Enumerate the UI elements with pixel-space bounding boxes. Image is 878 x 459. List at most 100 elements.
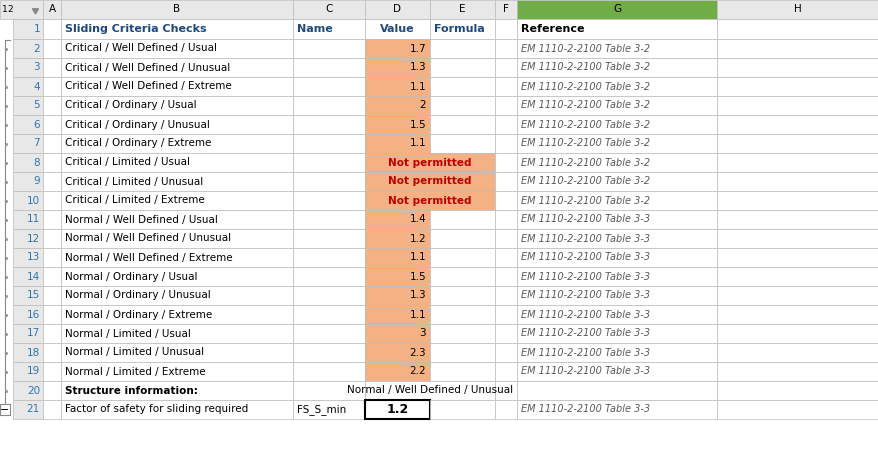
Bar: [494, 248, 516, 267]
Bar: [292, 362, 364, 381]
Bar: [364, 172, 494, 191]
Text: Normal / Limited / Extreme: Normal / Limited / Extreme: [65, 366, 205, 376]
Bar: [61, 172, 292, 191]
Bar: [292, 19, 364, 39]
Bar: [429, 362, 494, 381]
Text: Normal / Ordinary / Extreme: Normal / Ordinary / Extreme: [65, 309, 212, 319]
Text: 13: 13: [26, 252, 40, 263]
Bar: [292, 115, 364, 134]
Text: Critical / Limited / Usual: Critical / Limited / Usual: [65, 157, 190, 168]
Text: EM 1110-2-2100 Table 3-2: EM 1110-2-2100 Table 3-2: [521, 157, 650, 168]
Bar: [716, 210, 878, 229]
Text: 3: 3: [33, 62, 40, 73]
Bar: [716, 305, 878, 324]
Bar: [13, 153, 43, 172]
Bar: [364, 96, 429, 115]
Bar: [494, 343, 516, 362]
Bar: [364, 267, 429, 286]
Bar: [516, 115, 716, 134]
Text: Critical / Ordinary / Usual: Critical / Ordinary / Usual: [65, 101, 197, 111]
Text: EM 1110-2-2100 Table 3-3: EM 1110-2-2100 Table 3-3: [521, 291, 650, 301]
Bar: [716, 381, 878, 400]
Text: 1.7: 1.7: [409, 44, 426, 54]
Text: EM 1110-2-2100 Table 3-2: EM 1110-2-2100 Table 3-2: [521, 62, 650, 73]
Bar: [516, 172, 716, 191]
Bar: [364, 248, 429, 267]
Bar: [494, 362, 516, 381]
Bar: [13, 305, 43, 324]
Bar: [13, 343, 43, 362]
Bar: [429, 96, 494, 115]
Bar: [43, 362, 61, 381]
Bar: [61, 96, 292, 115]
Text: 1.1: 1.1: [409, 139, 426, 149]
Text: EM 1110-2-2100 Table 3-3: EM 1110-2-2100 Table 3-3: [521, 347, 650, 358]
Bar: [516, 191, 716, 210]
Bar: [716, 58, 878, 77]
Bar: [61, 153, 292, 172]
Bar: [364, 191, 494, 210]
Text: 21: 21: [26, 404, 40, 414]
Bar: [13, 248, 43, 267]
Text: 1.5: 1.5: [409, 272, 426, 281]
Bar: [494, 229, 516, 248]
Bar: [43, 381, 61, 400]
Text: EM 1110-2-2100 Table 3-2: EM 1110-2-2100 Table 3-2: [521, 82, 650, 91]
Text: Normal / Limited / Usual: Normal / Limited / Usual: [65, 329, 191, 338]
Bar: [494, 153, 516, 172]
Bar: [43, 77, 61, 96]
Bar: [429, 305, 494, 324]
Bar: [292, 0, 364, 19]
Text: Normal / Well Defined / Extreme: Normal / Well Defined / Extreme: [65, 252, 233, 263]
Bar: [292, 248, 364, 267]
Bar: [364, 77, 429, 96]
Text: EM 1110-2-2100 Table 3-3: EM 1110-2-2100 Table 3-3: [521, 404, 650, 414]
Bar: [61, 362, 292, 381]
Bar: [429, 115, 494, 134]
Text: 2: 2: [419, 101, 426, 111]
Bar: [43, 134, 61, 153]
Bar: [13, 58, 43, 77]
Bar: [364, 39, 429, 58]
Text: 2: 2: [7, 5, 12, 14]
Text: B: B: [173, 5, 180, 15]
Bar: [716, 19, 878, 39]
Bar: [494, 172, 516, 191]
Bar: [716, 248, 878, 267]
Text: 12: 12: [26, 234, 40, 244]
Bar: [516, 77, 716, 96]
Bar: [364, 58, 429, 77]
Bar: [292, 134, 364, 153]
Text: Name: Name: [297, 24, 333, 34]
Bar: [516, 381, 716, 400]
Bar: [364, 400, 429, 419]
Bar: [61, 229, 292, 248]
Bar: [292, 153, 364, 172]
Bar: [364, 286, 429, 305]
Bar: [494, 324, 516, 343]
Text: 1.1: 1.1: [409, 252, 426, 263]
Text: EM 1110-2-2100 Table 3-3: EM 1110-2-2100 Table 3-3: [521, 309, 650, 319]
Text: 5: 5: [33, 101, 40, 111]
Bar: [429, 19, 494, 39]
Text: EM 1110-2-2100 Table 3-3: EM 1110-2-2100 Table 3-3: [521, 366, 650, 376]
Text: F: F: [502, 5, 508, 15]
Text: 1.5: 1.5: [409, 119, 426, 129]
Text: 15: 15: [26, 291, 40, 301]
Bar: [494, 58, 516, 77]
Text: G: G: [612, 5, 621, 15]
Text: EM 1110-2-2100 Table 3-2: EM 1110-2-2100 Table 3-2: [521, 139, 650, 149]
Bar: [364, 229, 429, 248]
Text: 2.2: 2.2: [409, 366, 426, 376]
Bar: [13, 39, 43, 58]
Bar: [364, 343, 429, 362]
Text: 1.2: 1.2: [409, 234, 426, 244]
Bar: [0, 404, 11, 415]
Text: E: E: [458, 5, 465, 15]
Text: FS_S_min: FS_S_min: [297, 404, 346, 415]
Bar: [43, 305, 61, 324]
Text: Critical / Well Defined / Extreme: Critical / Well Defined / Extreme: [65, 82, 232, 91]
Text: H: H: [793, 5, 801, 15]
Bar: [494, 134, 516, 153]
Text: EM 1110-2-2100 Table 3-3: EM 1110-2-2100 Table 3-3: [521, 329, 650, 338]
